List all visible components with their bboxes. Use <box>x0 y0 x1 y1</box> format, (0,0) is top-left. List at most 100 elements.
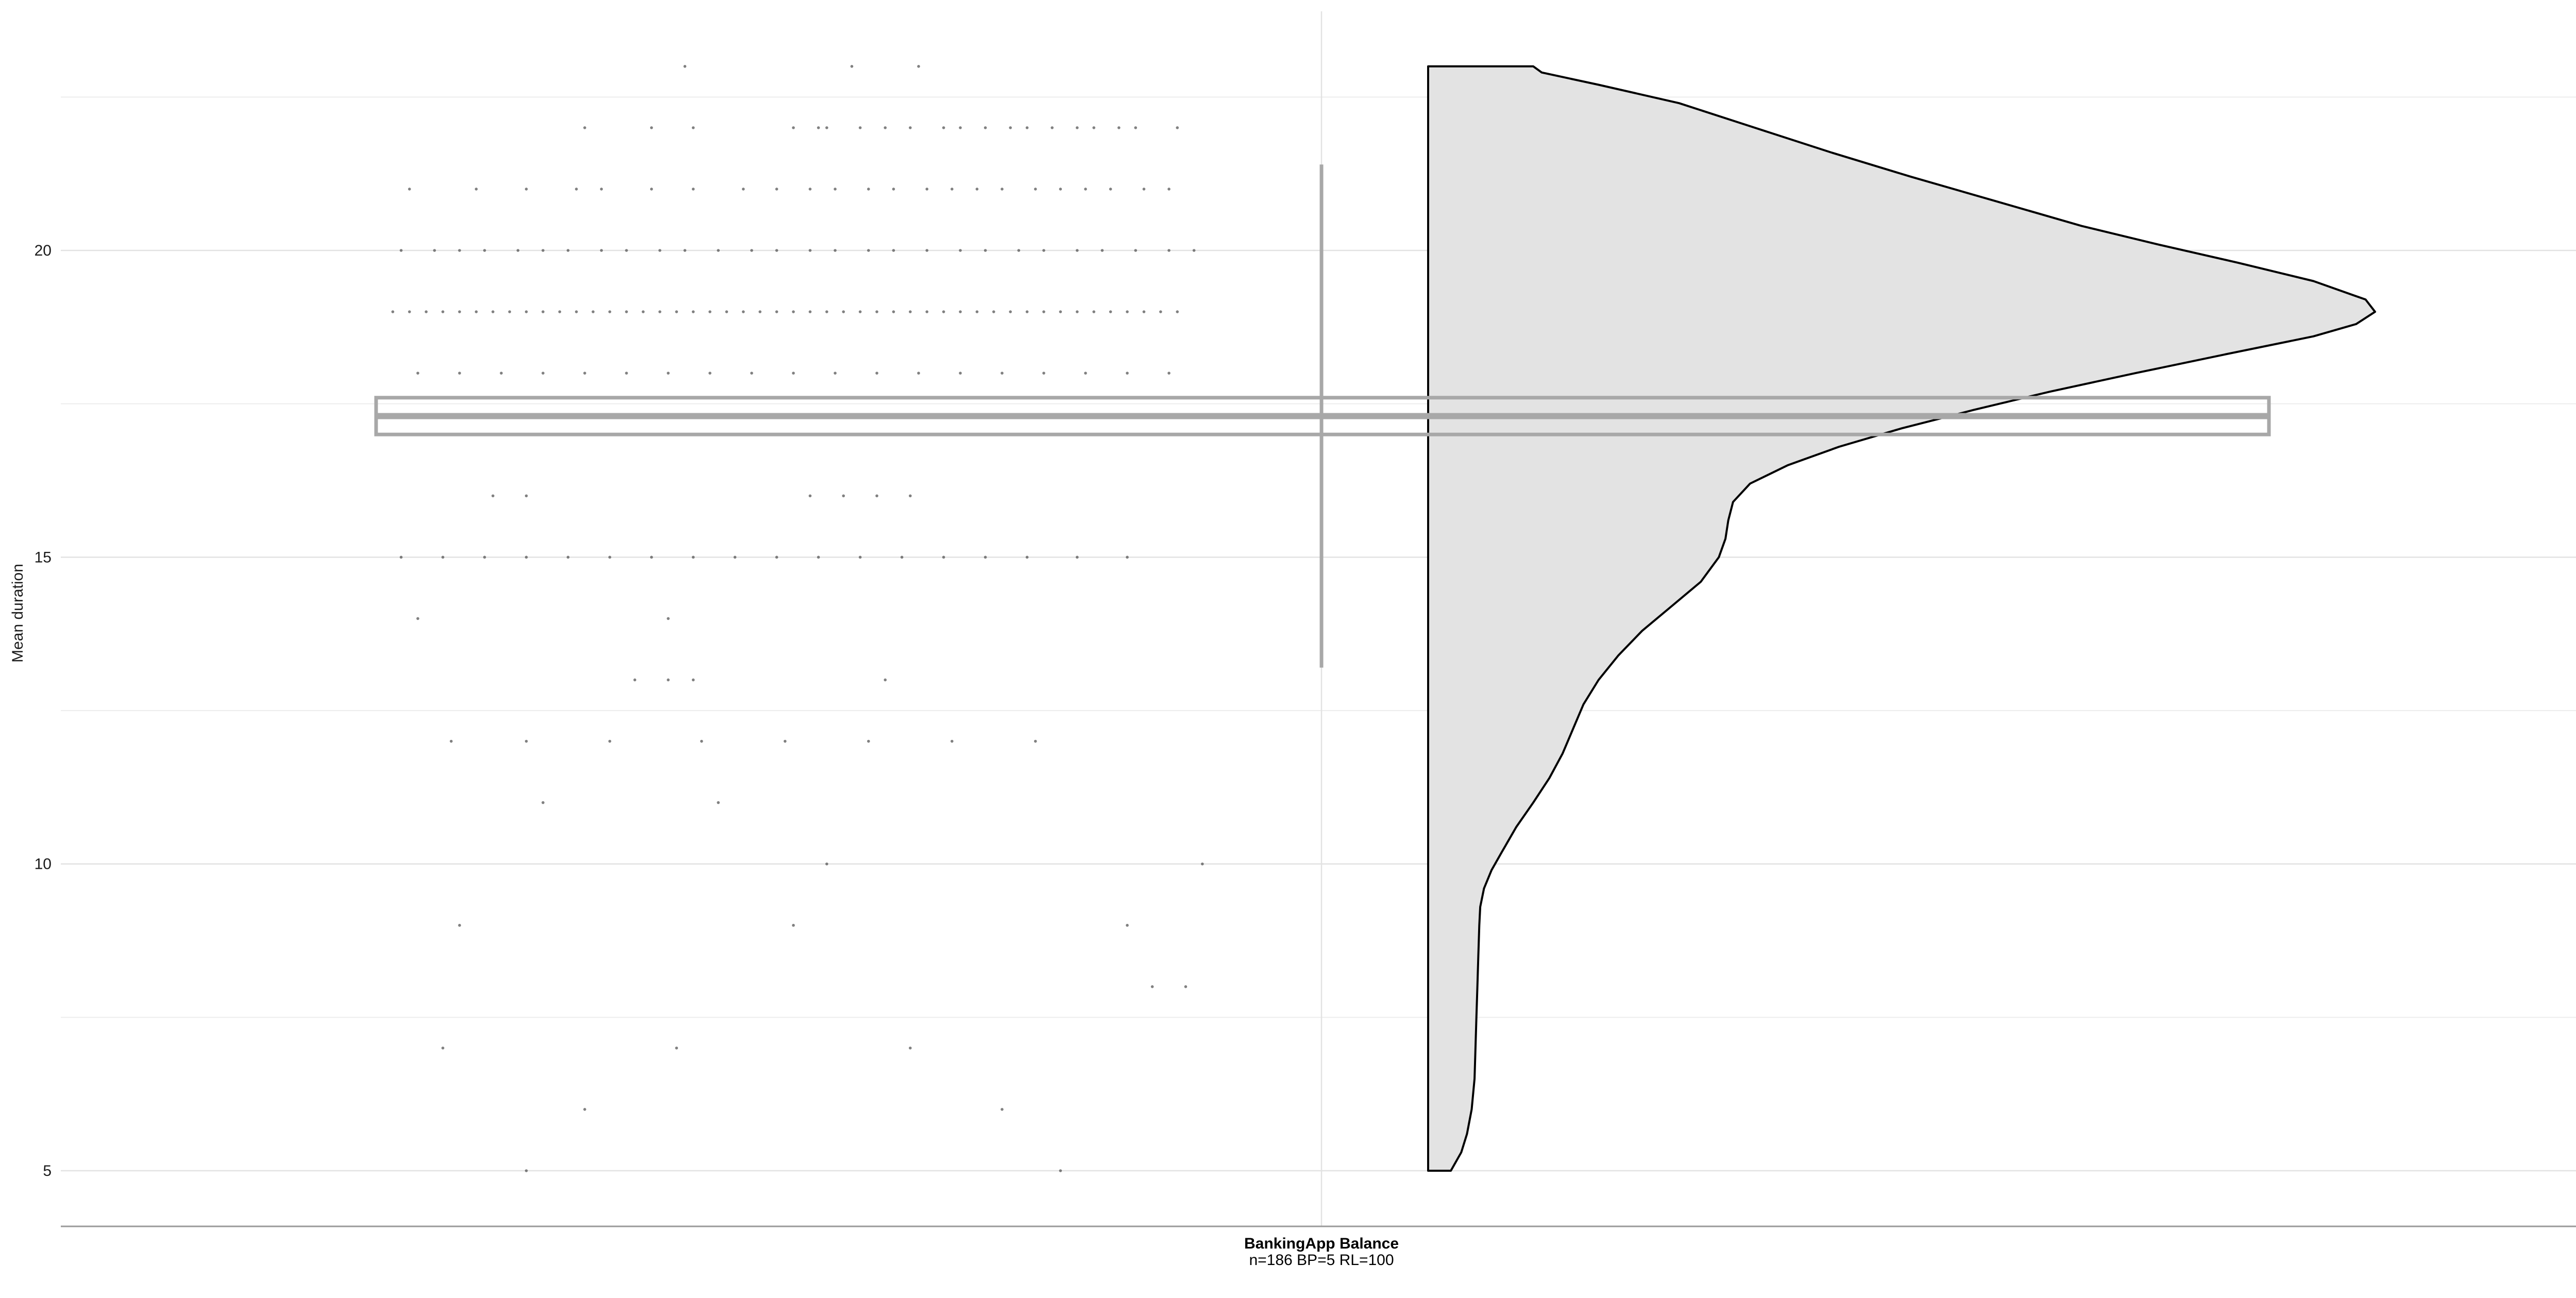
data-point <box>875 494 878 498</box>
data-point <box>474 188 478 191</box>
data-point <box>1092 310 1095 313</box>
data-point <box>817 555 820 559</box>
data-point <box>808 249 812 252</box>
data-point <box>875 310 878 313</box>
data-point <box>1109 188 1112 191</box>
data-point <box>483 249 486 252</box>
data-point <box>1176 310 1179 313</box>
data-point <box>892 310 895 313</box>
data-point <box>425 310 428 313</box>
data-point <box>850 65 854 68</box>
data-point <box>558 310 562 313</box>
data-point <box>758 310 761 313</box>
data-point <box>658 249 662 252</box>
data-point <box>583 126 586 129</box>
data-point <box>625 310 628 313</box>
data-point <box>842 310 845 313</box>
data-point <box>1167 372 1171 375</box>
data-point <box>808 188 812 191</box>
data-point <box>875 372 878 375</box>
data-point <box>441 310 445 313</box>
data-point <box>483 555 486 559</box>
data-point <box>909 1047 912 1050</box>
data-point <box>691 310 695 313</box>
data-point <box>925 310 928 313</box>
data-point <box>1076 310 1079 313</box>
data-point <box>583 372 586 375</box>
data-point <box>975 310 979 313</box>
data-point <box>792 372 795 375</box>
data-point <box>441 555 445 559</box>
data-point <box>775 188 778 191</box>
data-point <box>524 739 528 743</box>
data-point <box>641 310 645 313</box>
data-point <box>775 310 778 313</box>
data-point <box>992 310 995 313</box>
data-point <box>942 310 945 313</box>
data-point <box>1084 372 1087 375</box>
data-point <box>600 188 603 191</box>
data-point <box>1042 249 1045 252</box>
data-point <box>1009 310 1012 313</box>
category-subtitle: n=186 BP=5 RL=100 <box>1249 1252 1394 1269</box>
data-point <box>650 126 653 129</box>
data-point <box>458 923 461 927</box>
data-point <box>858 126 862 129</box>
data-point <box>391 310 395 313</box>
data-point <box>808 494 812 498</box>
data-point <box>792 923 795 927</box>
data-point <box>708 310 711 313</box>
data-point <box>541 310 545 313</box>
data-point <box>524 494 528 498</box>
data-point <box>524 310 528 313</box>
data-point <box>625 372 628 375</box>
data-point <box>717 801 720 804</box>
y-axis-title: Mean duration <box>9 564 26 663</box>
data-point <box>633 678 636 682</box>
data-point <box>951 739 954 743</box>
data-point <box>458 249 461 252</box>
data-point <box>834 249 837 252</box>
data-point <box>575 310 578 313</box>
data-point <box>959 249 962 252</box>
data-point <box>900 555 904 559</box>
data-point <box>492 494 495 498</box>
jitter-points <box>391 65 1204 1172</box>
data-point <box>1001 188 1004 191</box>
data-point <box>1117 126 1121 129</box>
data-point <box>750 249 753 252</box>
data-point <box>691 678 695 682</box>
category-label: BankingApp Balance <box>1244 1235 1399 1252</box>
data-point <box>1201 862 1204 866</box>
data-point <box>566 249 570 252</box>
data-point <box>1134 249 1137 252</box>
data-point <box>1059 188 1062 191</box>
data-point <box>667 372 670 375</box>
data-point <box>1159 310 1162 313</box>
data-point <box>408 310 411 313</box>
data-point <box>984 126 987 129</box>
data-point <box>541 372 545 375</box>
data-point <box>884 678 887 682</box>
data-point <box>1184 985 1188 988</box>
data-point <box>524 1169 528 1172</box>
data-point <box>608 555 612 559</box>
data-point <box>541 801 545 804</box>
data-point <box>433 249 436 252</box>
data-point <box>909 494 912 498</box>
data-point <box>708 372 711 375</box>
data-point <box>892 188 895 191</box>
y-tick-label: 5 <box>43 1162 52 1179</box>
data-point <box>1176 126 1179 129</box>
data-point <box>1042 372 1045 375</box>
data-point <box>825 126 828 129</box>
data-point <box>842 494 845 498</box>
data-point <box>1142 188 1146 191</box>
data-point <box>925 249 928 252</box>
data-point <box>717 249 720 252</box>
data-point <box>959 310 962 313</box>
data-point <box>1167 188 1171 191</box>
data-point <box>942 126 945 129</box>
data-point <box>516 249 520 252</box>
data-point <box>608 739 612 743</box>
